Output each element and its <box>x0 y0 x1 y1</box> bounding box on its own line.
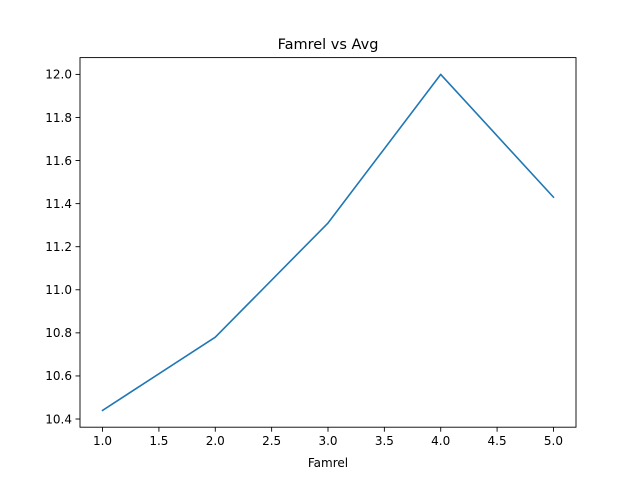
x-tick-label: 4.5 <box>488 434 507 448</box>
y-tick-label: 11.0 <box>45 283 72 297</box>
y-tick-label: 10.4 <box>45 412 72 426</box>
y-tick-label: 11.4 <box>45 197 72 211</box>
y-tick-label: 12.0 <box>45 68 72 82</box>
y-tick-label: 10.6 <box>45 369 72 383</box>
x-tick-label: 4.0 <box>431 434 450 448</box>
y-tick-label: 11.8 <box>45 111 72 125</box>
x-tick-label: 2.0 <box>206 434 225 448</box>
x-tick-label: 3.0 <box>318 434 337 448</box>
y-tick-label: 11.6 <box>45 154 72 168</box>
x-tick-label: 3.5 <box>375 434 394 448</box>
y-tick-label: 11.2 <box>45 240 72 254</box>
y-axis: 10.4 10.6 10.8 11.0 11.2 11.4 11.6 11.8 12.0 <box>45 68 80 426</box>
x-tick-label: 2.5 <box>262 434 281 448</box>
x-axis-label: Famrel <box>308 456 348 470</box>
x-axis: 1.0 1.5 2.0 2.5 3.0 3.5 4.0 4.5 5.0 <box>93 427 563 448</box>
plot-area <box>101 73 555 412</box>
x-tick-label: 1.5 <box>149 434 168 448</box>
x-tick-label: 1.0 <box>93 434 112 448</box>
x-tick-label: 5.0 <box>544 434 563 448</box>
chart-title: Famrel vs Avg <box>278 37 379 53</box>
series-line-0 <box>101 73 555 412</box>
y-tick-label: 10.8 <box>45 326 72 340</box>
